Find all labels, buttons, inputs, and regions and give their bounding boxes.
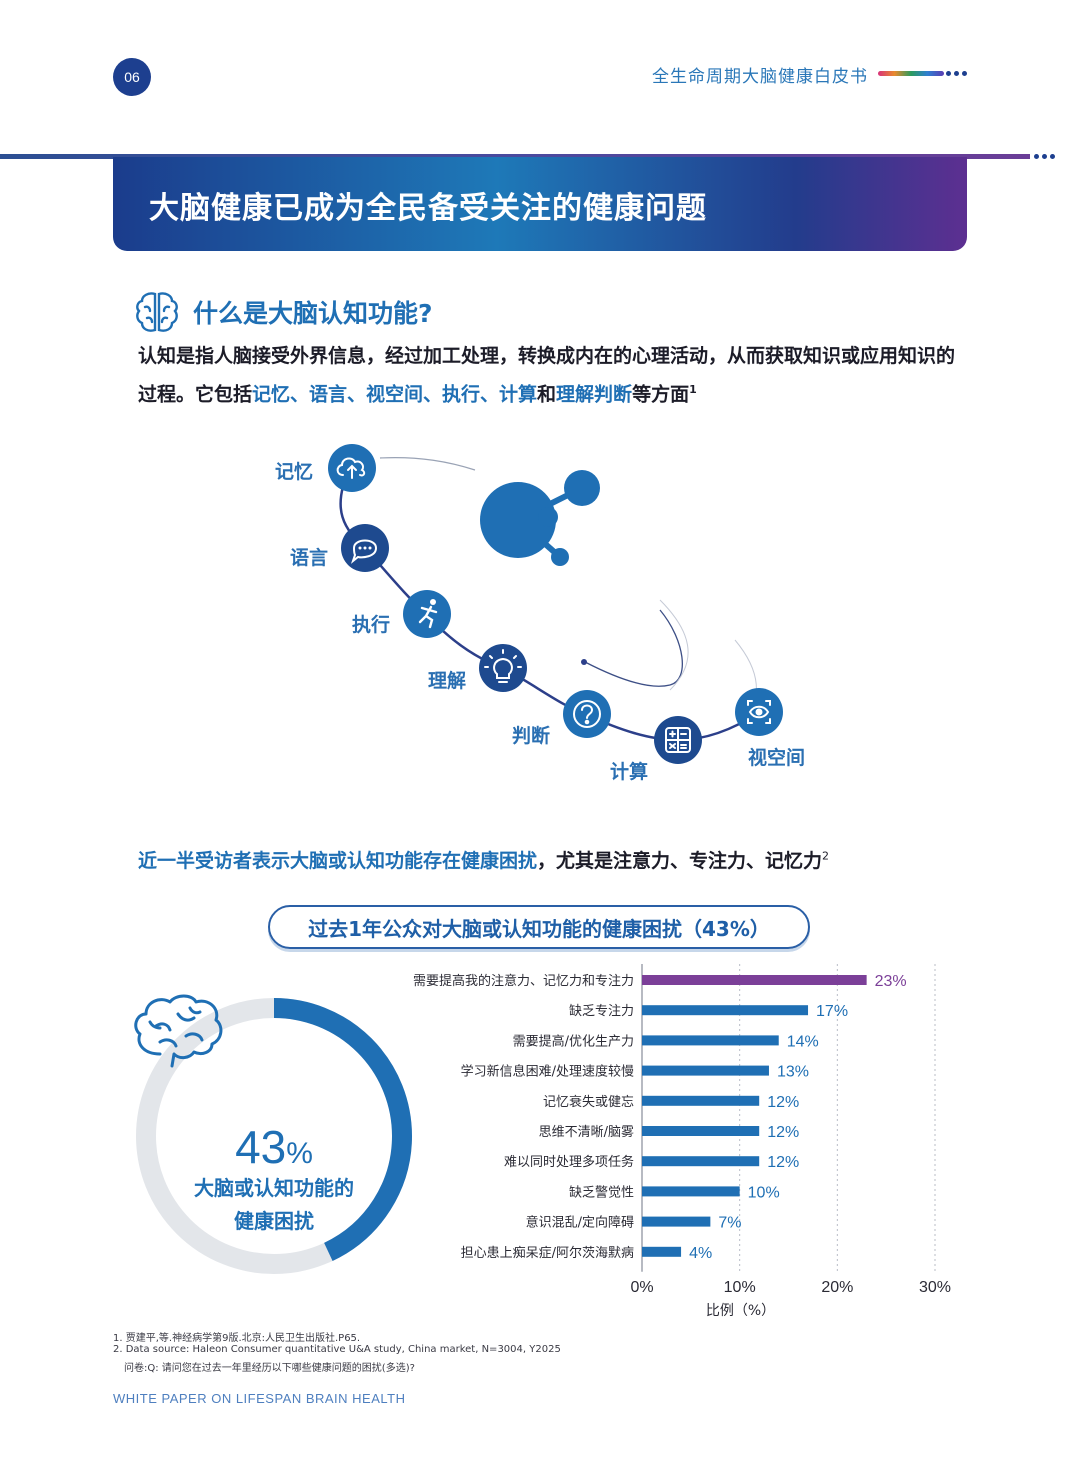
bar-value-label: 12%: [767, 1154, 799, 1171]
bar-value-label: 4%: [689, 1245, 712, 1262]
intro-text: 认知是指人脑接受外界信息，经过加工处理，转换成内在的心理活动，从而获取知识或应用…: [138, 345, 956, 406]
brain-icon: [134, 994, 223, 1068]
x-tick-label: 0%: [630, 1279, 653, 1296]
page-number-badge: 06: [113, 58, 151, 96]
bar-category-label: 思维不清晰/脑雾: [539, 1125, 634, 1140]
judge-node: [563, 690, 611, 738]
footnote-1: 1. 贾建平,等.神经病学第9版.北京:人民卫生出版社.P65.: [113, 1333, 361, 1344]
banner-title: 大脑健康已成为全民备受关注的健康问题: [149, 191, 707, 226]
running-person-icon: [418, 599, 438, 629]
cognition-label-visual-spatial: 视空间: [748, 747, 806, 769]
cognition-label-judge: 判断: [512, 725, 551, 747]
eye-scan-icon: [747, 700, 771, 724]
bar-category-label: 需要提高/优化生产力: [513, 1033, 634, 1049]
question-mark-icon: [573, 700, 601, 728]
x-tick-label: 10%: [724, 1279, 756, 1296]
bar-value-label: 12%: [767, 1124, 799, 1141]
header-gradient-bar: [878, 71, 944, 76]
speech-bubble-icon: [350, 539, 378, 564]
cognition-label-calculate: 计算: [610, 761, 649, 783]
calculate-node: [654, 716, 702, 764]
bar: [642, 1005, 809, 1016]
header-dots: [946, 71, 967, 76]
donut-percent: 43%: [130, 1120, 418, 1174]
donut-caption: 大脑或认知功能的 健康困扰: [130, 1172, 418, 1238]
chart-title-pill: 过去1年公众对大脑或认知功能的健康困扰（43%）: [268, 905, 810, 949]
x-tick-label: 30%: [919, 1279, 951, 1296]
bar-category-label: 难以同时处理多项任务: [504, 1154, 634, 1170]
bar-category-label: 意识混乱/定向障碍: [526, 1215, 634, 1231]
section-banner: 大脑健康已成为全民备受关注的健康问题: [113, 157, 967, 251]
cognition-label-language: 语言: [290, 547, 329, 569]
intro-paragraph: 认知是指人脑接受外界信息，经过加工处理，转换成内在的心理活动，从而获取知识或应用…: [138, 340, 958, 411]
calculator-icon: [665, 727, 691, 753]
bar-value-label: 14%: [787, 1033, 819, 1050]
bar: [642, 1186, 740, 1197]
bar: [642, 1035, 779, 1046]
bar: [642, 1065, 769, 1076]
visual-spatial-node: [735, 688, 783, 736]
survey-headline-highlight: 近一半受访者表示大脑或认知功能存在健康困扰: [138, 850, 538, 872]
bar-category-label: 记忆衰失或健忘: [543, 1094, 634, 1110]
x-tick-label: 20%: [821, 1279, 853, 1296]
bar: [642, 1246, 682, 1257]
bar: [642, 975, 867, 985]
cognition-diagram: 记忆 语言 执行 理解 判断 计算 视空间: [0, 400, 1080, 820]
donut-caption-line1: 大脑或认知功能的: [194, 1176, 354, 1200]
bar-value-label: 13%: [777, 1064, 809, 1081]
bar-value-label: 17%: [816, 1003, 848, 1020]
bar: [642, 1216, 711, 1227]
cognition-diagram-svg: [328, 444, 783, 764]
bar-category-label: 学习新信息困难/处理速度较慢: [461, 1064, 634, 1080]
cloud-upload-icon: [336, 457, 366, 479]
bar: [642, 1126, 760, 1136]
cognition-label-execute: 执行: [352, 614, 391, 636]
footnote-3: 问卷:Q: 请问您在过去一年里经历以下哪些健康问题的困扰(多选)?: [124, 1363, 415, 1374]
section-title: 什么是大脑认知功能?: [193, 299, 433, 328]
intro-reference: 1: [689, 383, 697, 396]
donut-slice-affected: [136, 998, 412, 1274]
survey-headline: 近一半受访者表示大脑或认知功能存在健康困扰，尤其是注意力、专注力、记忆力2: [138, 846, 829, 873]
donut-caption-line2: 健康困扰: [234, 1209, 314, 1233]
language-node: [341, 524, 389, 572]
intro-and: 和: [537, 383, 557, 406]
bar-category-label: 担心患上痴呆症/阿尔茨海默病: [461, 1245, 634, 1261]
bar-value-label: 12%: [767, 1094, 799, 1111]
document-title: 全生命周期大脑健康白皮书: [652, 67, 868, 87]
rule-dots: [1034, 154, 1055, 159]
bar-value-label: 10%: [748, 1184, 780, 1201]
execute-node: [403, 590, 451, 638]
understand-node: [479, 644, 527, 692]
intro-highlight: 记忆、语言、视空间、执行、计算: [252, 383, 538, 406]
bar-value-label: 23%: [875, 973, 907, 990]
molecule-graphic: [480, 470, 600, 566]
cognition-label-memory: 记忆: [275, 461, 314, 483]
bar: [642, 1095, 760, 1106]
survey-headline-rest: ，尤其是注意力、专注力、记忆力: [537, 850, 823, 872]
top-rule: [0, 154, 1030, 159]
donut-percent-number: 43: [235, 1121, 287, 1173]
x-axis-label: 比例（%）: [706, 1303, 775, 1319]
intro-highlight-2: 理解判断: [556, 383, 633, 406]
bar-category-label: 缺乏专注力: [569, 1004, 634, 1019]
bar-value-label: 7%: [718, 1215, 741, 1232]
donut-svg: [136, 998, 412, 1274]
survey-headline-reference: 2: [822, 849, 830, 863]
bar-category-label: 需要提高我的注意力、记忆力和专注力: [413, 973, 634, 989]
bar: [642, 1156, 760, 1167]
cognition-label-understand: 理解: [428, 670, 467, 692]
bar-category-label: 缺乏警觉性: [569, 1184, 634, 1200]
footnote-2: 2. Data source: Haleon Consumer quantita…: [113, 1344, 561, 1355]
bar-chart: 需要提高我的注意力、记忆力和专注力 23% 缺乏专注力 17% 需要提高/优化生产力 14…: [413, 964, 951, 1319]
donut-percent-sign: %: [286, 1137, 313, 1170]
intro-end: 等方面: [632, 383, 690, 406]
footer-text: WHITE PAPER ON LIFESPAN BRAIN HEALTH: [113, 1391, 406, 1406]
lightbulb-icon: [484, 649, 522, 683]
memory-node: [328, 444, 376, 492]
brain-outline-icon: [136, 292, 178, 332]
donut-chart: 43% 大脑或认知功能的 健康困扰: [130, 992, 418, 1280]
